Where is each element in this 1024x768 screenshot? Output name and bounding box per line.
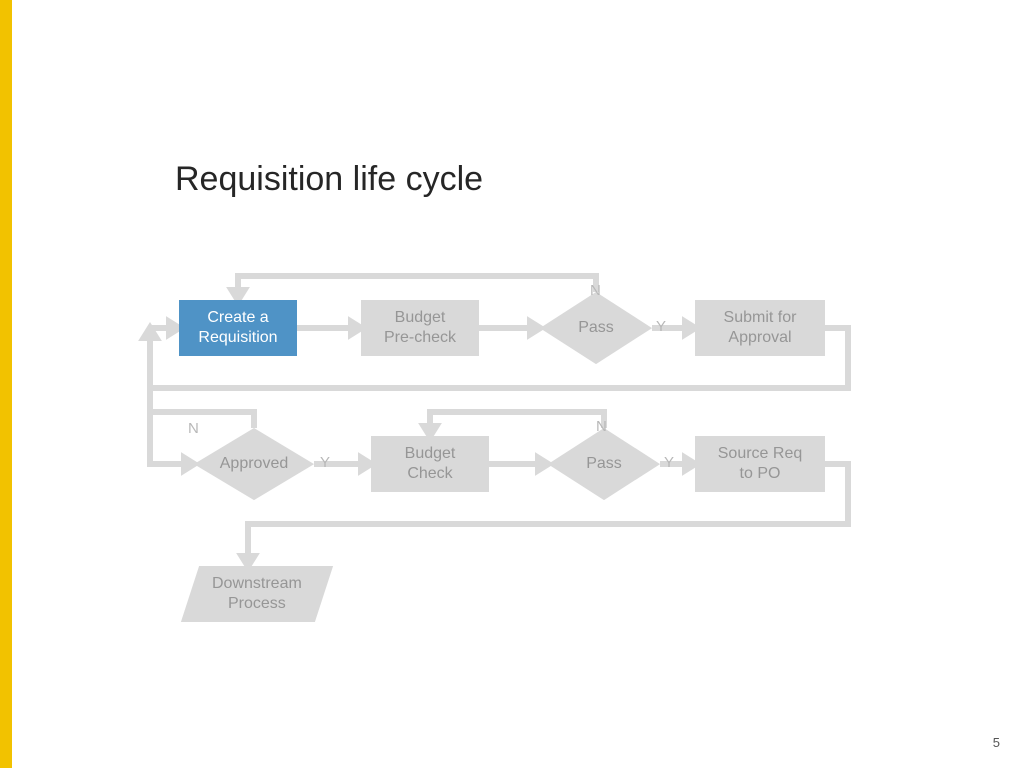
edge-label-pass2-n: N (596, 418, 607, 435)
page-number: 5 (993, 735, 1000, 750)
node-submit: Submit forApproval (695, 300, 825, 356)
node-pass2: Pass (548, 428, 660, 500)
node-downstream: DownstreamProcess (181, 566, 333, 622)
edge-label-approved-n: N (188, 420, 199, 437)
flowchart-edges (0, 0, 1024, 768)
node-budget_pre: BudgetPre-check (361, 300, 479, 356)
edge-label-pass1-n: N (590, 282, 601, 299)
node-source: Source Reqto PO (695, 436, 825, 492)
node-pass1: Pass (540, 292, 652, 364)
node-budget_check: BudgetCheck (371, 436, 489, 492)
edge-label-pass2-y: Y (664, 454, 674, 471)
edge-label-approved-y: Y (320, 454, 330, 471)
node-create: Create aRequisition (179, 300, 297, 356)
flowchart: Create aRequisition BudgetPre-check Pass Su… (0, 0, 1024, 768)
edge-label-pass1-y: Y (656, 318, 666, 335)
node-approved: Approved (194, 428, 314, 500)
